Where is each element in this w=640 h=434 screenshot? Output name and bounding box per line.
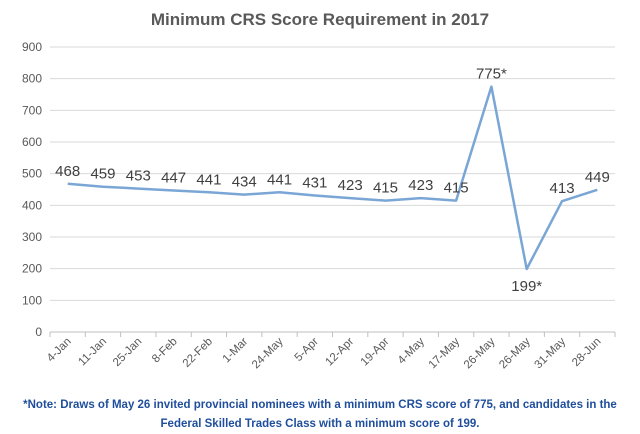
data-label: 423 (338, 177, 363, 194)
y-tick-label: 0 (35, 325, 42, 339)
x-tick-label: 31-May (533, 335, 569, 371)
x-tick-label: 24-May (250, 335, 286, 371)
data-label: 468 (55, 163, 80, 180)
series-line-layer (67, 85, 598, 271)
x-tick-label: 11-Jan (76, 336, 109, 369)
x-tick-label: 1-Mar (221, 336, 251, 366)
x-tick-label: 22-Feb (181, 336, 215, 370)
data-label: 413 (550, 180, 575, 197)
data-label: 434 (232, 174, 257, 191)
x-tick-label: 4-May (396, 335, 427, 366)
x-tick-label: 17-May (427, 335, 463, 371)
y-tick-label: 300 (22, 230, 42, 244)
x-tick-label: 5-Apr (293, 336, 321, 364)
data-label: 415 (444, 180, 469, 197)
data-labels: 468 459 453 447 441 434 441 431 423 415 423 415 775*… (55, 66, 610, 295)
data-label: 453 (126, 168, 151, 185)
x-tick-label: 19-Apr (359, 336, 392, 369)
data-label: 447 (161, 169, 186, 186)
x-tick-label: 25-Jan (111, 336, 144, 369)
x-tick-label: 26-May (497, 335, 533, 371)
data-label: 441 (196, 171, 221, 188)
data-label: 459 (90, 166, 115, 183)
y-tick-label: 200 (22, 262, 42, 276)
x-tick-label: 12-Apr (323, 336, 356, 369)
x-tick-label: 26-May (462, 335, 498, 371)
y-tick-label: 100 (22, 293, 42, 307)
data-label: 775* (476, 66, 507, 83)
y-axis-ticks: 0 100 200 300 400 500 600 700 800 900 (22, 40, 42, 339)
data-label: 441 (267, 171, 292, 188)
y-tick-label: 400 (22, 198, 42, 212)
data-label: 423 (408, 177, 433, 194)
data-label: 449 (585, 169, 610, 186)
x-tick-label: 28-Jun (570, 336, 603, 369)
y-tick-label: 700 (22, 103, 42, 117)
data-label: 431 (302, 175, 327, 192)
y-tick-label: 900 (22, 40, 42, 54)
y-tick-label: 800 (22, 72, 42, 86)
chart-title: Minimum CRS Score Requirement in 2017 (150, 10, 490, 29)
y-tick-label: 600 (22, 135, 42, 149)
series-line (67, 85, 598, 271)
chart-footnote: *Note: Draws of May 26 invited provincia… (23, 399, 617, 430)
data-label: 415 (373, 180, 398, 197)
data-label: 199* (511, 278, 542, 295)
x-tick-label: 8-Feb (150, 336, 180, 366)
x-axis-ticks: 4-Jan 11-Jan 25-Jan 8-Feb 22-Feb 1-Mar 24-May 5… (45, 335, 604, 371)
y-tick-label: 500 (22, 167, 42, 181)
x-tick-label: 4-Jan (45, 336, 74, 365)
